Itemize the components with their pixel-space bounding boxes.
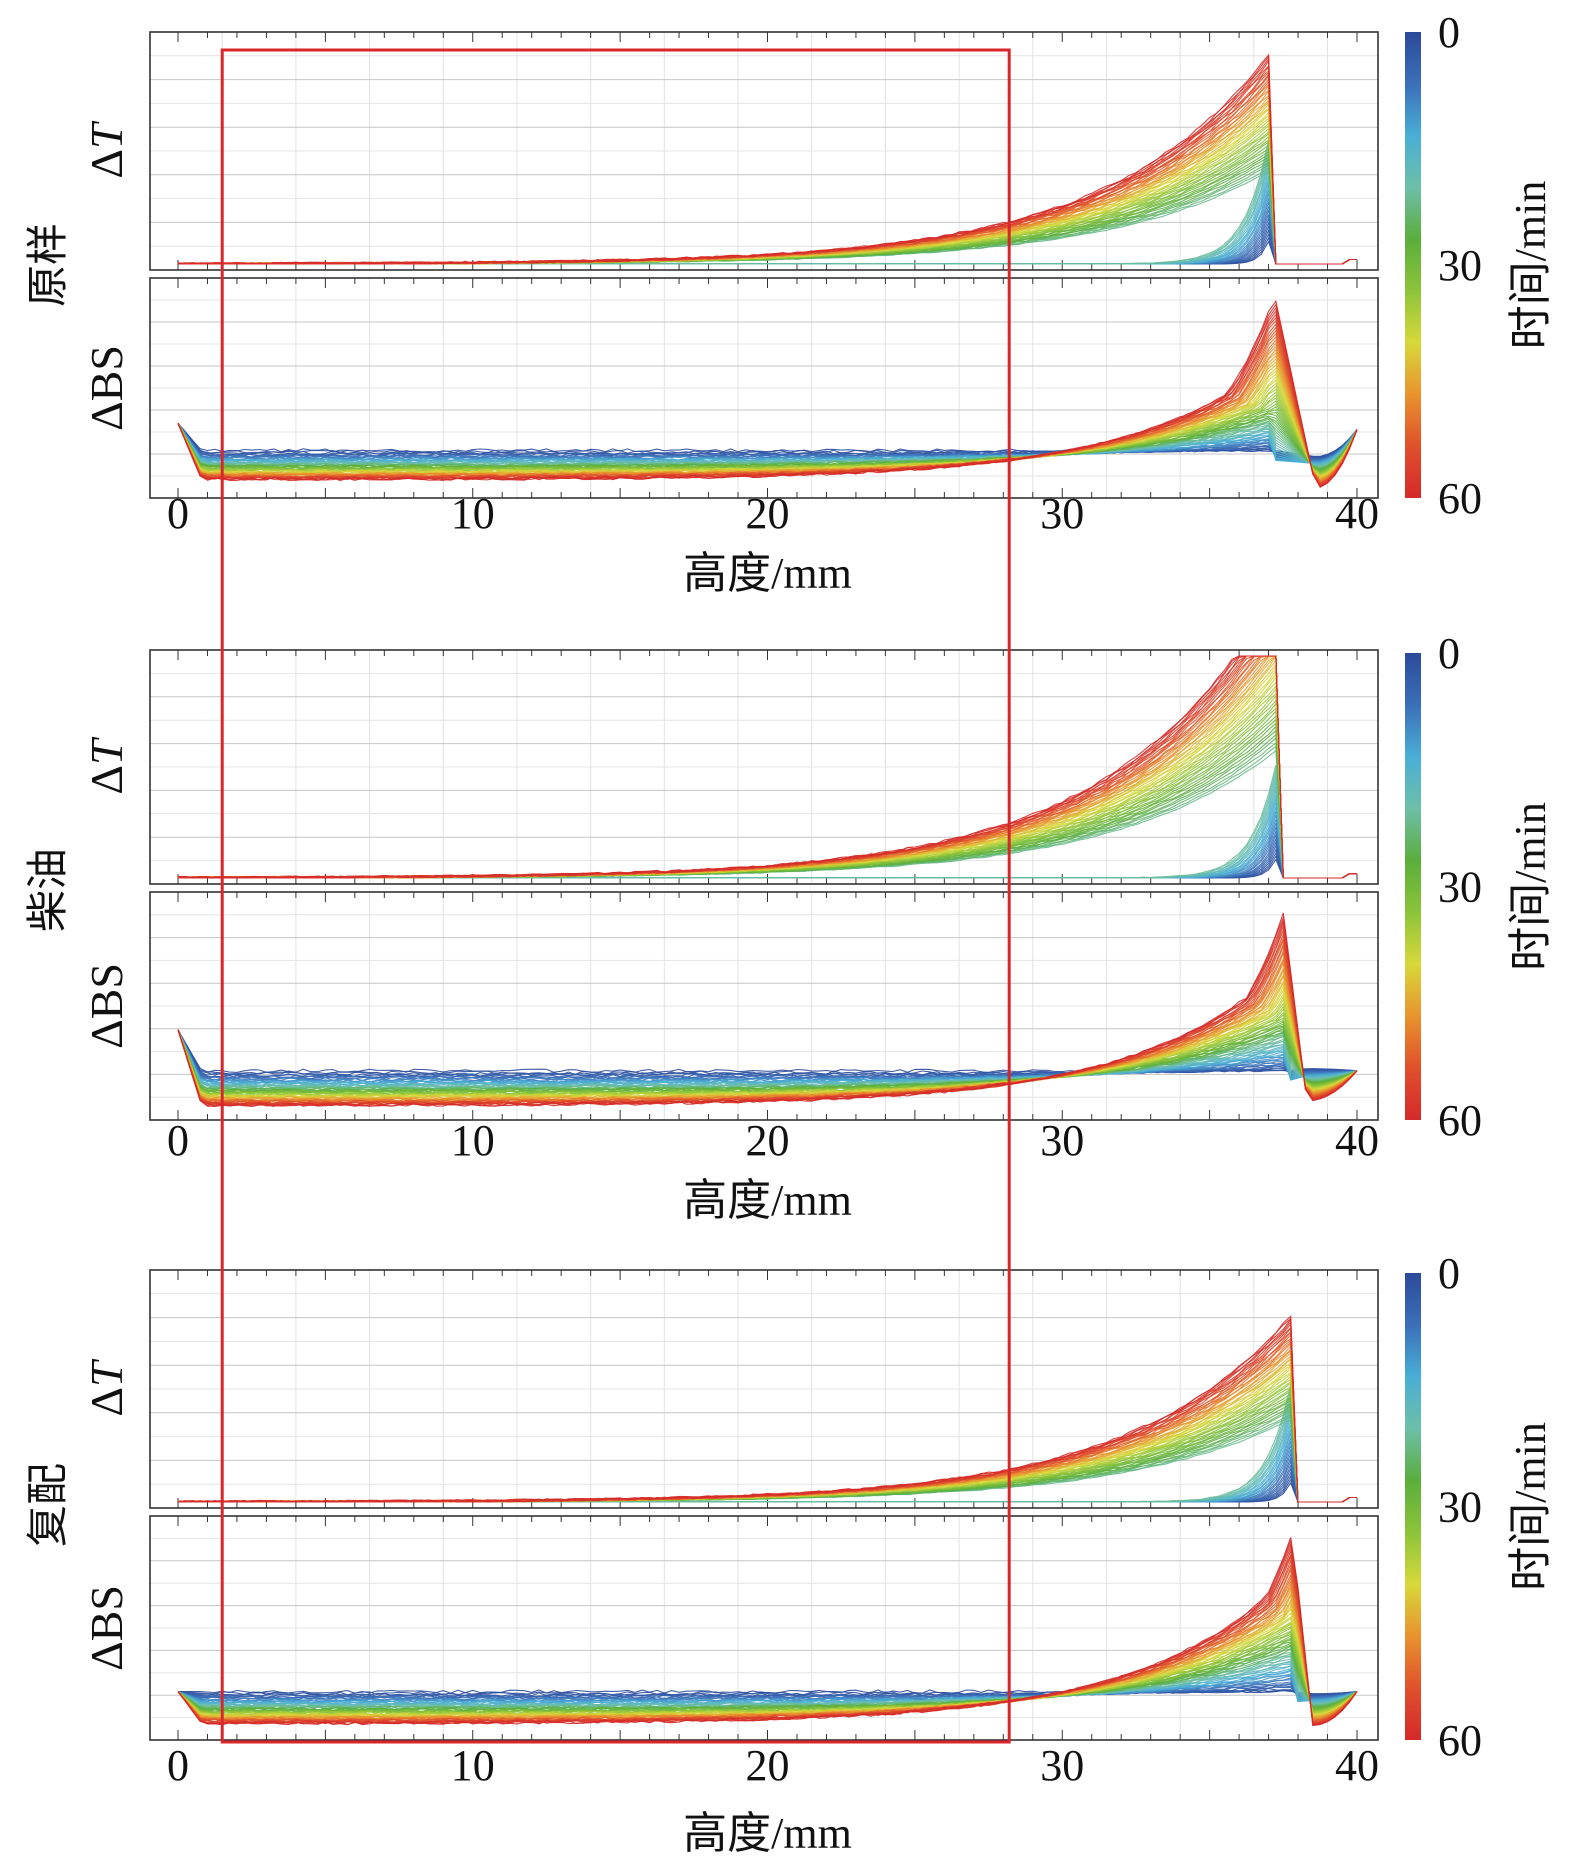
sample-label: 原样	[23, 223, 72, 307]
delta-t-subplot	[149, 31, 1379, 271]
colorbar-tick-label: 30	[1438, 863, 1482, 912]
colorbar-gradient-bar	[1405, 1273, 1421, 1740]
delta-bs-frame	[149, 1515, 1379, 1741]
colorbar-tick-label: 60	[1438, 474, 1482, 523]
x-tick-label: 30	[1040, 489, 1084, 538]
colorbar-title: 时间/min	[1506, 181, 1555, 350]
x-tick-label: 40	[1335, 1741, 1379, 1790]
delta-t-subplot	[149, 1269, 1379, 1509]
delta-bs-profile-line	[177, 423, 1358, 467]
delta-t-profile-line	[178, 53, 1357, 265]
sample-label: 柴油	[23, 848, 72, 932]
delta-bs-frame	[149, 891, 1379, 1121]
x-tick-label: 20	[746, 489, 790, 538]
delta-bs-axis-label: ΔBS	[81, 1585, 132, 1671]
delta-bs-profile-line	[177, 299, 1358, 488]
delta-t-subplot	[149, 649, 1379, 885]
delta-t-axis-label: ΔT	[81, 120, 132, 179]
x-axis-title: 高度/mm	[683, 1176, 852, 1225]
delta-bs-subplot	[149, 891, 1379, 1121]
delta-symbol: Δ	[81, 765, 132, 795]
delta-symbol: Δ	[81, 149, 132, 179]
colorbar-tick-label: 60	[1438, 1096, 1482, 1145]
x-tick-label: 20	[746, 1116, 790, 1165]
colorbar-gradient-bar	[1405, 32, 1421, 498]
delta-t-frame	[149, 1269, 1379, 1509]
delta-bs-profile-line	[177, 358, 1358, 480]
delta-t-frame	[149, 31, 1379, 271]
x-tick-label: 40	[1335, 489, 1379, 538]
x-tick-label: 40	[1335, 1116, 1379, 1165]
delta-bs-axis-label: ΔBS	[81, 963, 132, 1049]
colorbar: 0 30 60 时间/min	[1405, 8, 1555, 523]
delta-bs-subplot	[149, 1515, 1379, 1741]
colorbar-title: 时间/min	[1506, 802, 1555, 971]
x-tick-label: 20	[746, 1741, 790, 1790]
highlight-box	[220, 48, 1011, 1744]
delta-bs-profile-line	[177, 1537, 1358, 1727]
delta-t-axis-label: ΔT	[81, 736, 132, 795]
sample-label: 复配	[23, 1463, 72, 1547]
delta-symbol: Δ	[81, 1387, 132, 1417]
delta-bs-frame	[149, 277, 1379, 499]
delta-bs-profile-line	[177, 1683, 1358, 1700]
colorbar: 0 30 60 时间/min	[1405, 629, 1555, 1145]
delta-bs-profile-line	[177, 370, 1358, 478]
x-tick-label: 30	[1040, 1741, 1084, 1790]
x-tick-label: 30	[1040, 1116, 1084, 1165]
delta-bs-profile-line	[177, 1687, 1358, 1698]
delta-t-letter: T	[81, 736, 132, 765]
x-tick-label: 10	[451, 1116, 495, 1165]
colorbar-gradient-bar	[1405, 653, 1421, 1120]
colorbar-tick-label: 0	[1438, 1249, 1460, 1298]
delta-t-profile-line	[177, 655, 1357, 879]
delta-t-letter: T	[81, 120, 132, 149]
x-tick-label: 0	[167, 489, 189, 538]
delta-t-axis-label: ΔT	[81, 1358, 132, 1417]
delta-bs-profile-line	[177, 1631, 1358, 1715]
colorbar-tick-label: 0	[1438, 629, 1460, 678]
x-tick-label: 0	[167, 1116, 189, 1165]
delta-bs-profile-line	[177, 912, 1358, 1108]
colorbar-title: 时间/min	[1506, 1422, 1555, 1591]
colorbar-tick-label: 60	[1438, 1716, 1482, 1765]
delta-bs-axis-label: ΔBS	[81, 345, 132, 431]
colorbar-tick-label: 30	[1438, 241, 1482, 290]
delta-bs-profile-line	[177, 423, 1358, 462]
colorbar: 0 30 60 时间/min	[1405, 1249, 1555, 1765]
x-axis-title: 高度/mm	[683, 1809, 852, 1858]
delta-t-frame	[149, 649, 1379, 885]
x-tick-label: 10	[451, 489, 495, 538]
delta-t-profile-line	[178, 1315, 1357, 1503]
x-tick-label: 10	[451, 1741, 495, 1790]
colorbar-tick-label: 30	[1438, 1483, 1482, 1532]
x-tick-label: 0	[167, 1741, 189, 1790]
x-axis-title: 高度/mm	[683, 549, 852, 598]
delta-bs-subplot	[149, 277, 1379, 499]
delta-t-letter: T	[81, 1358, 132, 1387]
colorbar-tick-label: 0	[1438, 8, 1460, 57]
delta-bs-profile-line	[177, 981, 1358, 1100]
